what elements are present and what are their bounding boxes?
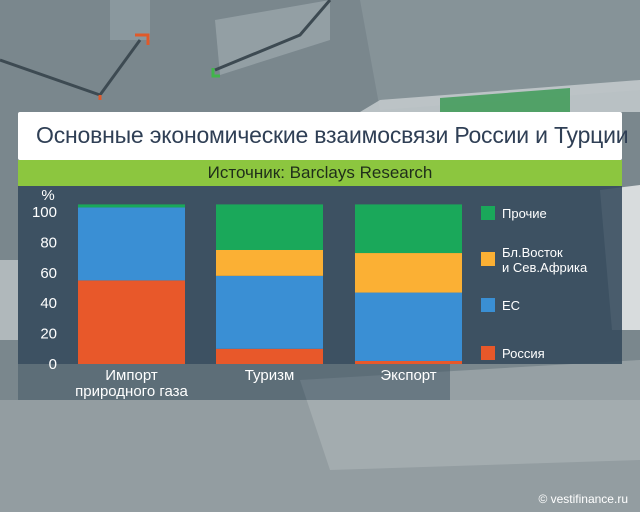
x-category-label: Импорт xyxy=(105,367,158,384)
bar-segment xyxy=(78,280,185,364)
legend-swatch xyxy=(481,206,495,220)
y-tick-label: 0 xyxy=(49,356,57,373)
y-tick-label: 80 xyxy=(40,234,57,251)
bar-segment xyxy=(78,204,185,208)
legend-label: ЕС xyxy=(502,298,520,313)
title-bar: Основные экономические взаимосвязи Росси… xyxy=(18,112,629,160)
bar-segment xyxy=(216,275,323,349)
chart-title: Основные экономические взаимосвязи Росси… xyxy=(36,122,629,148)
legend-label: и Сев.Африка xyxy=(502,260,588,275)
legend-swatch xyxy=(481,298,495,312)
legend-label: Прочие xyxy=(502,206,547,221)
legend-swatch xyxy=(481,252,495,266)
legend-label: Россия xyxy=(502,346,545,361)
x-category-label: Экспорт xyxy=(380,367,436,384)
bar-segment xyxy=(216,250,323,276)
y-tick-label: 60 xyxy=(40,265,57,282)
x-axis-strip xyxy=(18,364,450,400)
y-tick-label: 40 xyxy=(40,295,57,312)
source-bar: Источник: Barclays Research xyxy=(18,160,622,186)
y-tick-label: 100 xyxy=(32,204,57,221)
bar-segment xyxy=(78,207,185,281)
x-category-label: Туризм xyxy=(245,367,295,384)
source-label: Источник: Barclays Research xyxy=(207,163,433,182)
bar-segment xyxy=(216,348,323,364)
x-category-label: природного газа xyxy=(75,383,188,400)
legend-label: Бл.Восток xyxy=(502,245,563,260)
bar-segment xyxy=(216,204,323,250)
legend-swatch xyxy=(481,346,495,360)
bar-segment xyxy=(355,253,462,293)
bar-segment xyxy=(355,360,462,364)
bar-segment xyxy=(355,292,462,361)
y-tick-label: 20 xyxy=(40,326,57,343)
y-axis-unit-label: % xyxy=(41,187,54,204)
watermark: © vestifinance.ru xyxy=(538,492,628,506)
bar-segment xyxy=(355,204,462,254)
